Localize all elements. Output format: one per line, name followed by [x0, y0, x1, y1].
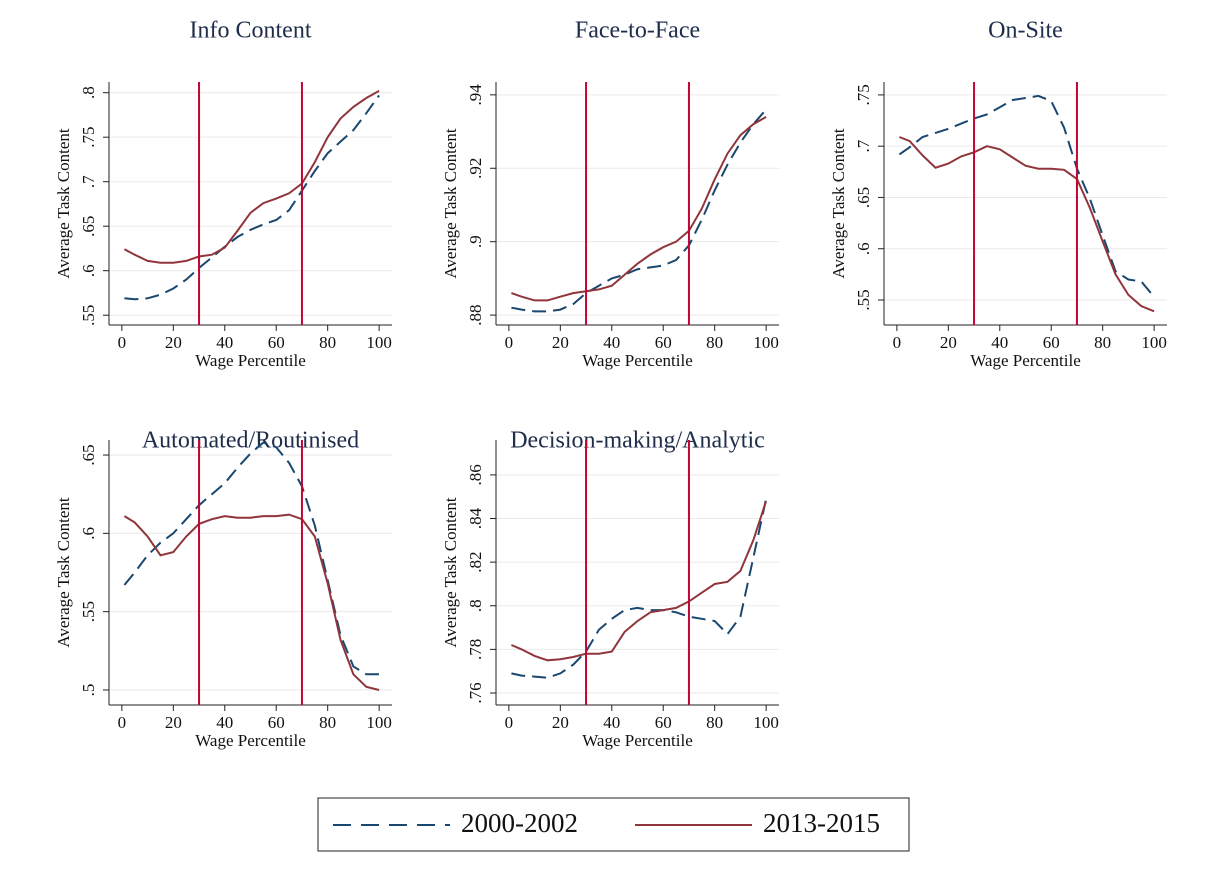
y-axis-label: Average Task Content — [441, 497, 460, 647]
y-tick-label: .65 — [854, 187, 873, 208]
series-line — [511, 500, 768, 662]
y-tick-label: .6 — [79, 527, 98, 540]
panel-title: Decision-making/Analytic — [510, 428, 765, 454]
x-tick-label: 100 — [366, 333, 392, 352]
x-tick-label: 60 — [1043, 333, 1060, 352]
x-tick-label: 0 — [118, 713, 127, 732]
x-tick-label: 0 — [893, 333, 902, 352]
series-line — [899, 136, 1155, 313]
series-line — [511, 108, 767, 313]
y-tick-label: .78 — [466, 639, 485, 660]
y-tick-label: .7 — [854, 139, 873, 152]
x-axis-label: Wage Percentile — [582, 731, 693, 750]
y-tick-label: .88 — [466, 304, 485, 325]
y-axis-label: Average Task Content — [54, 128, 73, 278]
x-tick-label: 100 — [366, 713, 392, 732]
y-tick-label: .8 — [466, 599, 485, 612]
x-tick-label: 80 — [706, 713, 723, 732]
y-tick-label: .94 — [466, 84, 485, 106]
y-tick-label: .55 — [79, 601, 98, 622]
x-tick-label: 60 — [655, 333, 672, 352]
y-tick-label: .65 — [79, 216, 98, 237]
x-tick-label: 40 — [603, 333, 620, 352]
series-line — [511, 498, 768, 679]
y-tick-label: .5 — [79, 684, 98, 697]
y-tick-label: .8 — [79, 86, 98, 99]
x-tick-label: 60 — [268, 713, 285, 732]
y-tick-label: .84 — [466, 507, 485, 529]
x-axis-label: Wage Percentile — [582, 351, 693, 370]
legend-label: 2013-2015 — [763, 808, 880, 838]
y-tick-label: .92 — [466, 158, 485, 179]
x-tick-label: 80 — [706, 333, 723, 352]
y-tick-label: .9 — [466, 235, 485, 248]
series-line — [898, 94, 1155, 298]
y-tick-label: .6 — [854, 242, 873, 255]
y-tick-label: .65 — [79, 444, 98, 465]
y-axis-label: Average Task Content — [441, 128, 460, 278]
x-tick-label: 80 — [319, 713, 336, 732]
x-tick-label: 80 — [319, 333, 336, 352]
x-axis-label: Wage Percentile — [195, 351, 306, 370]
x-tick-label: 20 — [552, 333, 569, 352]
x-tick-label: 40 — [603, 713, 620, 732]
y-tick-label: .55 — [79, 305, 98, 326]
x-tick-label: 60 — [268, 333, 285, 352]
x-tick-label: 20 — [165, 333, 182, 352]
x-tick-label: 40 — [216, 333, 233, 352]
x-tick-label: 100 — [753, 333, 779, 352]
panel-title: On-Site — [988, 18, 1063, 44]
x-tick-label: 0 — [118, 333, 127, 352]
y-tick-label: .7 — [79, 175, 98, 188]
y-tick-label: .76 — [466, 682, 485, 703]
series-line — [123, 90, 380, 264]
x-tick-label: 100 — [753, 713, 779, 732]
x-tick-label: 20 — [165, 713, 182, 732]
series-line — [124, 94, 380, 301]
y-tick-label: .86 — [466, 464, 485, 485]
x-tick-label: 40 — [991, 333, 1008, 352]
panel-title: Automated/Routinised — [142, 428, 359, 454]
y-tick-label: .55 — [854, 289, 873, 310]
x-tick-label: 100 — [1141, 333, 1167, 352]
x-tick-label: 60 — [655, 713, 672, 732]
x-tick-label: 20 — [552, 713, 569, 732]
x-tick-label: 20 — [940, 333, 957, 352]
panel-title: Info Content — [190, 18, 312, 44]
y-tick-label: .75 — [79, 127, 98, 148]
panel-title: Face-to-Face — [575, 18, 700, 44]
x-tick-label: 0 — [505, 713, 514, 732]
legend-box — [317, 797, 910, 852]
y-tick-label: .75 — [854, 84, 873, 105]
y-axis-label: Average Task Content — [54, 497, 73, 647]
x-tick-label: 80 — [1094, 333, 1111, 352]
legend-label: 2000-2002 — [461, 808, 578, 838]
y-tick-label: .82 — [466, 552, 485, 573]
x-tick-label: 40 — [216, 713, 233, 732]
series-line — [511, 116, 767, 302]
y-tick-label: .6 — [79, 264, 98, 277]
y-axis-label: Average Task Content — [829, 128, 848, 278]
x-axis-label: Wage Percentile — [195, 731, 306, 750]
x-tick-label: 0 — [505, 333, 514, 352]
x-axis-label: Wage Percentile — [970, 351, 1081, 370]
series-line — [123, 513, 380, 691]
